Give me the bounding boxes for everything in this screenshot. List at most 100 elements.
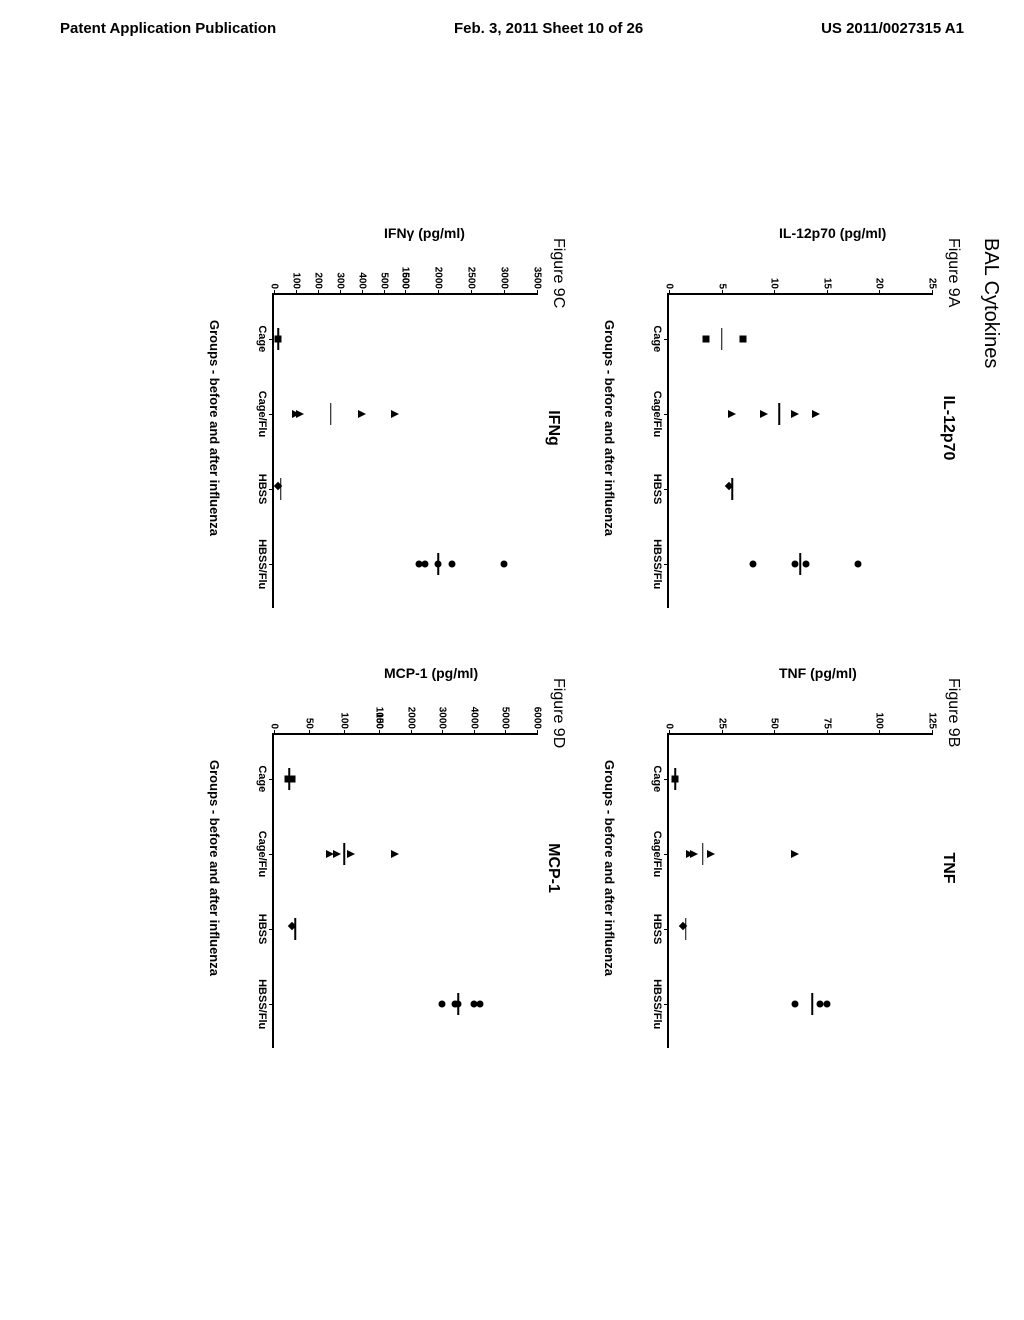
x-tick-mark xyxy=(664,854,669,855)
figure-label: Figure 9A xyxy=(944,238,962,307)
y-tick-mark xyxy=(774,730,775,735)
x-tick-mark xyxy=(269,564,274,565)
data-point xyxy=(728,410,736,418)
x-tick-mark xyxy=(269,929,274,930)
triangle-marker-icon xyxy=(791,850,799,858)
y-tick-label: 25 xyxy=(716,718,727,729)
y-tick-mark xyxy=(362,290,363,295)
chart-title: IFNg xyxy=(544,410,562,446)
y-tick-mark xyxy=(505,730,506,735)
plot-area: 050100150100020003000400050006000CageCag… xyxy=(272,733,537,1048)
data-point xyxy=(292,410,300,418)
x-tick-label: Cage/Flu xyxy=(651,391,663,437)
figure-container: BAL Cytokines Figure 9AIL-12p70IL-12p70 … xyxy=(62,238,962,1062)
x-tick-label: HBSS/Flu xyxy=(651,539,663,589)
y-tick-mark xyxy=(774,290,775,295)
median-line xyxy=(330,403,332,425)
x-tick-mark xyxy=(269,854,274,855)
median-line xyxy=(289,768,291,790)
circle-marker-icon xyxy=(477,1001,484,1008)
header-left: Patent Application Publication xyxy=(60,20,276,37)
data-point xyxy=(739,335,746,342)
y-tick-mark xyxy=(504,290,505,295)
data-point xyxy=(812,410,820,418)
data-point xyxy=(391,850,399,858)
y-tick-label: 4000 xyxy=(468,707,479,729)
median-line xyxy=(800,553,802,575)
figure-label: Figure 9B xyxy=(944,678,962,747)
median-line xyxy=(675,768,677,790)
data-point xyxy=(707,850,715,858)
median-line xyxy=(343,843,345,865)
x-tick-label: Cage/Flu xyxy=(256,831,268,877)
data-point xyxy=(791,850,799,858)
x-tick-label: Cage xyxy=(651,765,663,792)
y-tick-mark xyxy=(879,730,880,735)
y-tick-label: 0 xyxy=(269,283,280,289)
header-right: US 2011/0027315 A1 xyxy=(821,20,964,37)
y-tick-label: 300 xyxy=(334,272,345,289)
triangle-marker-icon xyxy=(391,850,399,858)
y-tick-label: 0 xyxy=(664,283,675,289)
y-axis-label: MCP-1 (pg/ml) xyxy=(385,665,479,681)
x-tick-label: HBSS/Flu xyxy=(256,539,268,589)
data-point xyxy=(439,1001,446,1008)
y-tick-label: 500 xyxy=(378,272,389,289)
y-tick-mark xyxy=(384,290,385,295)
y-tick-label: 50 xyxy=(304,718,315,729)
circle-marker-icon xyxy=(422,561,429,568)
y-tick-mark xyxy=(442,730,443,735)
y-tick-label: 0 xyxy=(269,723,280,729)
median-line xyxy=(702,843,704,865)
chart-title: TNF xyxy=(939,852,957,883)
y-tick-mark xyxy=(827,730,828,735)
x-tick-mark xyxy=(269,489,274,490)
triangle-marker-icon xyxy=(347,850,355,858)
y-tick-label: 2500 xyxy=(466,267,477,289)
x-axis-label: Groups - before and after influenza xyxy=(207,760,222,976)
y-tick-mark xyxy=(438,290,439,295)
y-tick-mark xyxy=(722,290,723,295)
data-point xyxy=(347,850,355,858)
x-tick-mark xyxy=(664,929,669,930)
y-tick-label: 3000 xyxy=(499,267,510,289)
x-tick-label: HBSS xyxy=(651,474,663,505)
triangle-marker-icon xyxy=(326,850,334,858)
x-tick-label: HBSS xyxy=(256,914,268,945)
y-tick-mark xyxy=(932,730,933,735)
circle-marker-icon xyxy=(855,561,862,568)
x-axis-label: Groups - before and after influenza xyxy=(602,320,617,536)
y-tick-label: 3500 xyxy=(532,267,543,289)
y-tick-mark xyxy=(411,730,412,735)
y-tick-label: 3000 xyxy=(437,707,448,729)
y-tick-mark xyxy=(309,730,310,735)
circle-marker-icon xyxy=(792,1001,799,1008)
x-axis-label: Groups - before and after influenza xyxy=(602,760,617,976)
circle-marker-icon xyxy=(792,561,799,568)
chart-ifng: Figure 9CIFNgIFNγ (pg/ml)Groups - before… xyxy=(202,238,567,618)
data-point xyxy=(855,561,862,568)
y-tick-label: 15 xyxy=(821,278,832,289)
circle-marker-icon xyxy=(448,561,455,568)
figure-label: Figure 9D xyxy=(549,678,567,748)
y-tick-mark xyxy=(340,290,341,295)
y-tick-mark xyxy=(274,730,275,735)
y-tick-mark xyxy=(318,290,319,295)
median-line xyxy=(811,993,813,1015)
circle-marker-icon xyxy=(439,1001,446,1008)
data-point xyxy=(802,561,809,568)
triangle-marker-icon xyxy=(812,410,820,418)
y-tick-mark xyxy=(274,290,275,295)
triangle-marker-icon xyxy=(391,410,399,418)
circle-marker-icon xyxy=(823,1001,830,1008)
y-tick-mark xyxy=(827,290,828,295)
data-point xyxy=(823,1001,830,1008)
plot-area: 010020030040050060015002000250030003500C… xyxy=(272,293,537,608)
data-point xyxy=(358,410,366,418)
median-line xyxy=(731,478,733,500)
circle-marker-icon xyxy=(750,561,757,568)
y-tick-label: 1000 xyxy=(374,707,385,729)
data-point xyxy=(391,410,399,418)
y-tick-mark xyxy=(344,730,345,735)
x-tick-label: Cage/Flu xyxy=(256,391,268,437)
